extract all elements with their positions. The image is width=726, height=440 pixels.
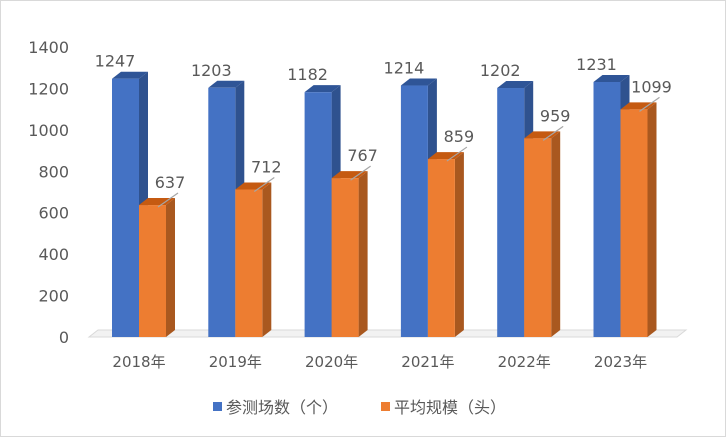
bar-top (593, 75, 630, 83)
bar-sites (400, 85, 428, 338)
bar-scale (524, 138, 552, 337)
bar-sites (497, 88, 525, 337)
bar-scale (620, 109, 648, 337)
bar-sites (112, 78, 139, 337)
bar-top (235, 182, 272, 190)
bar-side (358, 171, 368, 337)
bar-sites (208, 87, 236, 337)
bar-sites (593, 82, 621, 337)
data-label: 1214 (384, 59, 425, 78)
data-label-leader (350, 165, 371, 181)
data-label: 1203 (191, 61, 232, 80)
x-tick-label: 2023年 (594, 353, 647, 371)
bar-scale (139, 205, 166, 337)
bar-side (166, 198, 175, 337)
data-label: 767 (347, 146, 378, 165)
y-tick-label: 400 (38, 245, 69, 264)
data-label: 1202 (480, 61, 521, 80)
bar-top (112, 71, 148, 79)
y-tick-label: 1000 (28, 121, 69, 140)
bar-scale (331, 178, 359, 337)
bar-top (497, 81, 534, 89)
legend-swatch (381, 402, 390, 411)
legend-label: 平均规模（头） (394, 398, 506, 417)
data-label: 637 (155, 173, 186, 192)
x-tick-label: 2019年 (209, 353, 262, 371)
data-label: 1247 (95, 52, 136, 71)
y-tick-label: 600 (38, 204, 69, 223)
data-label-leader (446, 146, 468, 162)
legend-label: 参测场数（个） (226, 398, 338, 417)
data-label: 859 (444, 127, 475, 146)
data-label: 712 (251, 158, 282, 177)
bar-side (262, 182, 272, 337)
data-label: 1231 (576, 55, 617, 74)
y-tick-label: 800 (38, 162, 69, 181)
x-tick-label: 2021年 (401, 353, 454, 371)
bar-top (427, 152, 464, 160)
y-tick-label: 0 (59, 328, 69, 347)
bar-top (400, 78, 437, 86)
bar-side (647, 102, 657, 337)
legend-swatch (213, 402, 222, 411)
data-label: 1182 (287, 65, 328, 84)
bar-scale (235, 189, 263, 337)
y-tick-label: 200 (38, 287, 69, 306)
x-tick-label: 2022年 (498, 353, 551, 371)
bar-sites (304, 92, 332, 338)
bar-top (620, 102, 657, 110)
y-tick-label: 1400 (28, 38, 69, 57)
x-tick-label: 2018年 (112, 353, 165, 371)
bar-top (524, 131, 561, 139)
bar-top (331, 171, 368, 179)
data-label-leader (542, 125, 564, 141)
y-tick-label: 1200 (28, 79, 69, 98)
bar-top (304, 85, 341, 93)
data-label-leader (157, 192, 179, 208)
data-label: 1099 (631, 77, 672, 96)
data-label: 959 (540, 106, 571, 125)
data-label-leader (253, 177, 275, 193)
bar-side (454, 152, 464, 337)
bar-top (208, 80, 245, 88)
bar-side (551, 131, 561, 337)
bar-top (139, 198, 175, 206)
bar-scale (427, 159, 455, 337)
x-tick-label: 2020年 (305, 353, 358, 371)
data-label-leader (639, 96, 660, 112)
